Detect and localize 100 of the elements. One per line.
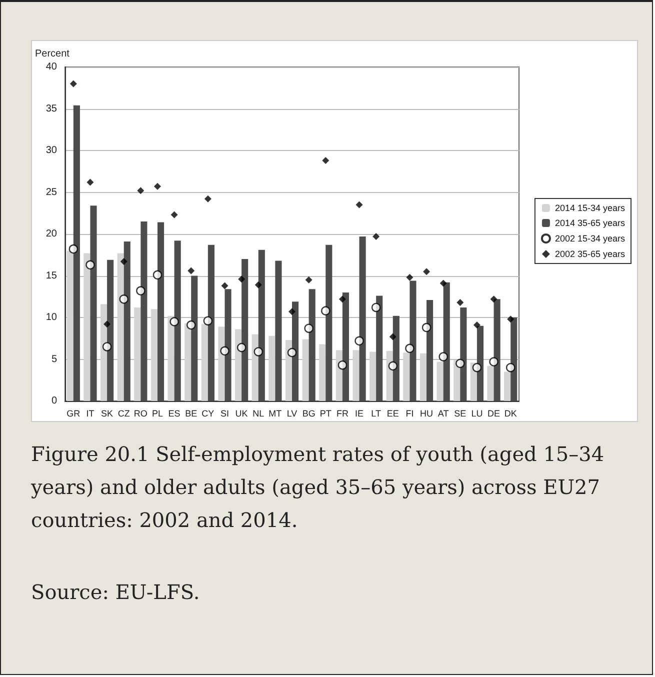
- y-tick-label: 25: [46, 186, 58, 198]
- point: [70, 80, 77, 88]
- point: [506, 363, 516, 372]
- y-tick-label: 30: [46, 145, 58, 156]
- point: [86, 260, 95, 270]
- point: [440, 280, 447, 287]
- bar: [302, 339, 309, 401]
- point: [321, 306, 330, 316]
- bar: [140, 221, 148, 401]
- x-tick-label: SK: [101, 408, 114, 418]
- point: [119, 294, 128, 304]
- bar: [494, 299, 500, 401]
- bar: [90, 206, 97, 401]
- bar: [285, 340, 292, 401]
- y-axis-title: Percent: [35, 48, 70, 60]
- point: [322, 157, 330, 164]
- point: [473, 322, 480, 329]
- point: [188, 267, 195, 274]
- bar: [201, 324, 208, 401]
- x-tick-label: BE: [185, 408, 198, 418]
- x-tick-label: CY: [202, 408, 214, 418]
- bar: [352, 350, 360, 401]
- x-tick-label: PL: [152, 408, 163, 418]
- bar: [268, 336, 276, 401]
- bar: [410, 280, 416, 401]
- x-tick-label: FR: [336, 408, 349, 418]
- x-tick-label: AT: [438, 408, 450, 418]
- point: [406, 274, 414, 281]
- bar: [100, 304, 108, 401]
- point: [220, 346, 230, 356]
- legend-label: 2014 35-65 years: [554, 218, 626, 228]
- bar: [436, 362, 444, 401]
- point: [136, 286, 146, 296]
- legend-label: 2014 15-34 years: [554, 203, 626, 213]
- point: [254, 281, 262, 288]
- bar: [224, 289, 232, 401]
- x-tick-label: GR: [66, 408, 81, 418]
- source-note: Source: EU-LFS.: [31, 580, 200, 604]
- bar: [504, 372, 511, 401]
- y-tick-label: 40: [46, 62, 58, 72]
- x-tick-label: DE: [488, 408, 500, 418]
- bar: [107, 260, 114, 401]
- bar: [191, 276, 198, 401]
- bar: [510, 318, 518, 401]
- point: [170, 211, 178, 218]
- x-tick-label: LV: [286, 408, 298, 418]
- point: [356, 201, 363, 208]
- x-tick-label: RO: [134, 408, 148, 418]
- bar: [150, 309, 158, 401]
- bar: [184, 323, 192, 401]
- x-tick-label: IT: [86, 408, 95, 418]
- point: [354, 336, 364, 346]
- point: [154, 182, 161, 190]
- legend-label: 2002 15-34 years: [554, 234, 626, 244]
- bar: [124, 242, 130, 401]
- point: [221, 282, 228, 290]
- bar: [326, 244, 332, 401]
- point: [472, 363, 482, 372]
- bar: [275, 260, 282, 401]
- point: [490, 296, 498, 303]
- point: [338, 360, 348, 370]
- x-tick-label: LU: [471, 408, 483, 418]
- point: [304, 324, 314, 333]
- bar: [235, 329, 242, 401]
- point: [238, 276, 246, 283]
- point: [438, 352, 448, 362]
- point: [389, 333, 396, 340]
- point: [104, 320, 111, 328]
- bar: [174, 240, 181, 401]
- point: [371, 302, 381, 312]
- point: [120, 258, 128, 266]
- bar: [342, 292, 349, 401]
- bar: [208, 244, 214, 401]
- bar: [157, 222, 164, 401]
- point: [423, 268, 430, 276]
- point: [507, 316, 514, 323]
- bar: [292, 302, 299, 401]
- y-tick-label: 5: [51, 354, 58, 365]
- x-tick-label: SI: [220, 408, 229, 418]
- bar: [242, 259, 248, 401]
- legend-label: 2002 35-65 years: [554, 249, 626, 259]
- x-tick-label: NL: [252, 408, 264, 418]
- point: [388, 361, 398, 371]
- bar: [359, 236, 366, 401]
- point: [152, 270, 162, 280]
- point: [405, 344, 414, 353]
- x-tick-label: SE: [454, 408, 466, 418]
- y-tick-label: 10: [46, 312, 58, 323]
- bar: [84, 253, 90, 401]
- point: [204, 195, 212, 202]
- x-tick-label: HU: [420, 408, 434, 418]
- point: [236, 342, 246, 352]
- point: [254, 347, 263, 356]
- bar: [66, 250, 74, 401]
- point: [186, 320, 196, 330]
- point: [170, 317, 179, 326]
- bar: [168, 316, 174, 401]
- bar: [258, 250, 265, 401]
- y-tick-label: 15: [46, 270, 58, 282]
- point: [372, 233, 380, 240]
